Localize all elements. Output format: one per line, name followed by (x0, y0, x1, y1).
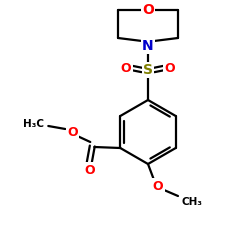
Text: S: S (143, 63, 153, 77)
Text: O: O (84, 164, 94, 176)
Text: O: O (121, 62, 131, 74)
Text: O: O (165, 62, 175, 74)
Text: H₃C: H₃C (23, 119, 44, 129)
Text: O: O (67, 126, 78, 138)
Text: O: O (153, 180, 163, 192)
Text: O: O (142, 3, 154, 17)
Text: N: N (142, 39, 154, 53)
Text: CH₃: CH₃ (182, 197, 203, 207)
